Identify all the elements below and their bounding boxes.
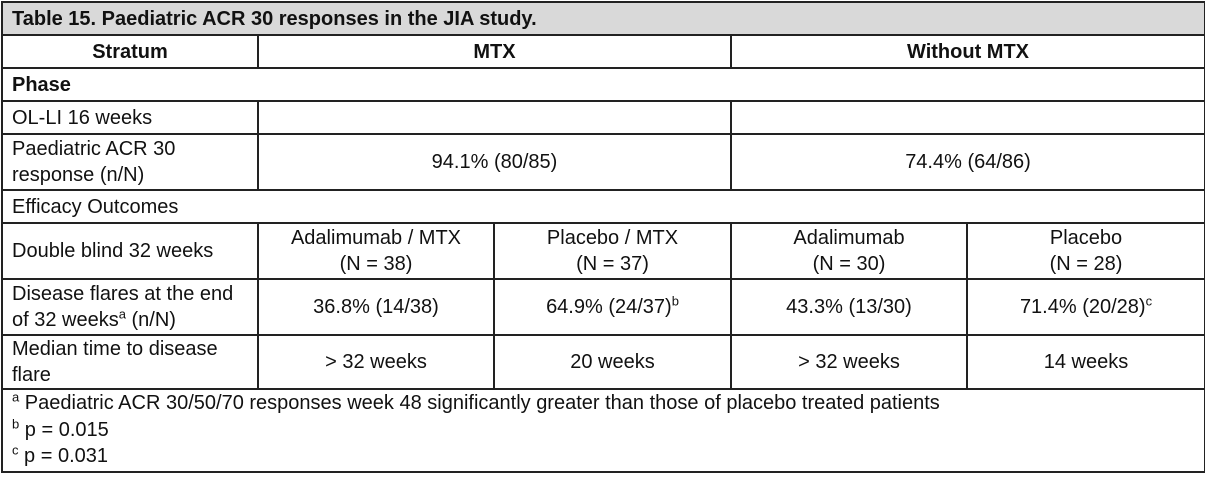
double-blind-col-1: Adalimumab / MTX (N = 38) — [257, 222, 495, 280]
double-blind-col-3: Adalimumab (N = 30) — [730, 222, 968, 280]
footnote-mark-c: c — [1145, 293, 1153, 309]
disease-flares-value-4-text: 71.4% (20/28) — [1019, 296, 1146, 318]
double-blind-col-2-line2: (N = 37) — [576, 253, 649, 275]
disease-flares-row: Disease flares at the end of 32 weeksa (… — [1, 278, 1205, 336]
disease-flares-label-suffix: (n/N) — [125, 309, 176, 331]
ol-li-mtx-cell — [257, 100, 732, 135]
double-blind-col-2-line1: Placebo / MTX — [546, 227, 679, 249]
phase-row: Phase — [0, 67, 1205, 102]
footnote-c-text: p = 0.031 — [18, 445, 109, 467]
disease-flares-value-1: 36.8% (14/38) — [257, 278, 495, 336]
double-blind-col-4-line2: (N = 28) — [1049, 253, 1123, 275]
median-time-row: Median time to disease flare > 32 weeks … — [1, 334, 1205, 390]
footnote-a: a Paediatric ACR 30/50/70 responses week… — [12, 389, 1195, 417]
caption-row: Table 15. Paediatric ACR 30 responses in… — [0, 1, 1205, 36]
disease-flares-value-2: 64.9% (24/37)b — [493, 278, 732, 336]
footnote-mark-a: a — [118, 306, 126, 322]
footnote-b: b p = 0.015 — [12, 417, 1195, 444]
ol-li-label: OL-LI 16 weeks — [1, 100, 259, 135]
median-time-value-2: 20 weeks — [493, 334, 732, 390]
median-time-value-1: > 32 weeks — [257, 334, 495, 390]
double-blind-col-1-line1: Adalimumab / MTX — [290, 227, 462, 249]
footnote-a-mark: a — [12, 389, 20, 405]
disease-flares-value-2-text: 64.9% (24/37) — [546, 296, 672, 318]
header-stratum: Stratum — [1, 34, 259, 69]
double-blind-label: Double blind 32 weeks — [1, 222, 259, 280]
header-row: Stratum MTX Without MTX — [1, 34, 1205, 69]
median-time-value-3: > 32 weeks — [730, 334, 968, 390]
disease-flares-value-3-text: 43.3% (13/30) — [786, 296, 912, 318]
double-blind-row: Double blind 32 weeks Adalimumab / MTX (… — [1, 222, 1205, 280]
double-blind-col-4: Placebo (N = 28) — [965, 222, 1205, 280]
median-time-value-4: 14 weeks — [965, 334, 1205, 390]
disease-flares-label: Disease flares at the end of 32 weeksa (… — [1, 278, 259, 336]
disease-flares-value-3: 43.3% (13/30) — [730, 278, 968, 336]
disease-flares-value-4: 71.4% (20/28)c — [965, 278, 1205, 336]
ol-li-without-mtx-cell — [729, 100, 1205, 135]
median-time-label: Median time to disease flare — [1, 334, 259, 390]
efficacy-label: Efficacy Outcomes — [0, 189, 1205, 224]
footnote-b-text: p = 0.015 — [19, 418, 109, 441]
double-blind-col-3-line1: Adalimumab — [793, 227, 905, 249]
footnote-b-mark: b — [12, 415, 20, 431]
footnote-a-text: Paediatric ACR 30/50/70 responses week 4… — [19, 392, 940, 414]
efficacy-row: Efficacy Outcomes — [0, 189, 1205, 224]
phase-label: Phase — [0, 67, 1205, 102]
acr-response-label: Paediatric ACR 30 response (n/N) — [1, 133, 259, 191]
header-without-mtx: Without MTX — [729, 34, 1205, 69]
double-blind-col-2: Placebo / MTX (N = 37) — [493, 222, 732, 280]
footnote-c-mark: c — [12, 442, 19, 458]
footnotes-row: a Paediatric ACR 30/50/70 responses week… — [0, 388, 1205, 473]
acr-response-row: Paediatric ACR 30 response (n/N) 94.1% (… — [1, 133, 1205, 191]
disease-flares-value-1-text: 36.8% (14/38) — [313, 296, 439, 318]
double-blind-col-3-line2: (N = 30) — [812, 253, 886, 275]
table-caption: Table 15. Paediatric ACR 30 responses in… — [0, 1, 1205, 36]
jia-acr-table: Table 15. Paediatric ACR 30 responses in… — [0, 1, 1205, 473]
footnotes: a Paediatric ACR 30/50/70 responses week… — [0, 388, 1205, 473]
double-blind-col-1-line2: (N = 38) — [339, 253, 413, 275]
acr-response-without-mtx: 74.4% (64/86) — [729, 133, 1205, 191]
double-blind-col-4-line1: Placebo — [1049, 227, 1123, 249]
footnote-c: c p = 0.031 — [12, 443, 1195, 470]
disease-flares-label-text: Disease flares at the end of 32 weeks — [12, 283, 234, 331]
header-mtx: MTX — [257, 34, 732, 69]
acr-response-mtx: 94.1% (80/85) — [257, 133, 732, 191]
ol-li-row: OL-LI 16 weeks — [1, 100, 1205, 135]
footnote-mark-b: b — [671, 293, 679, 309]
